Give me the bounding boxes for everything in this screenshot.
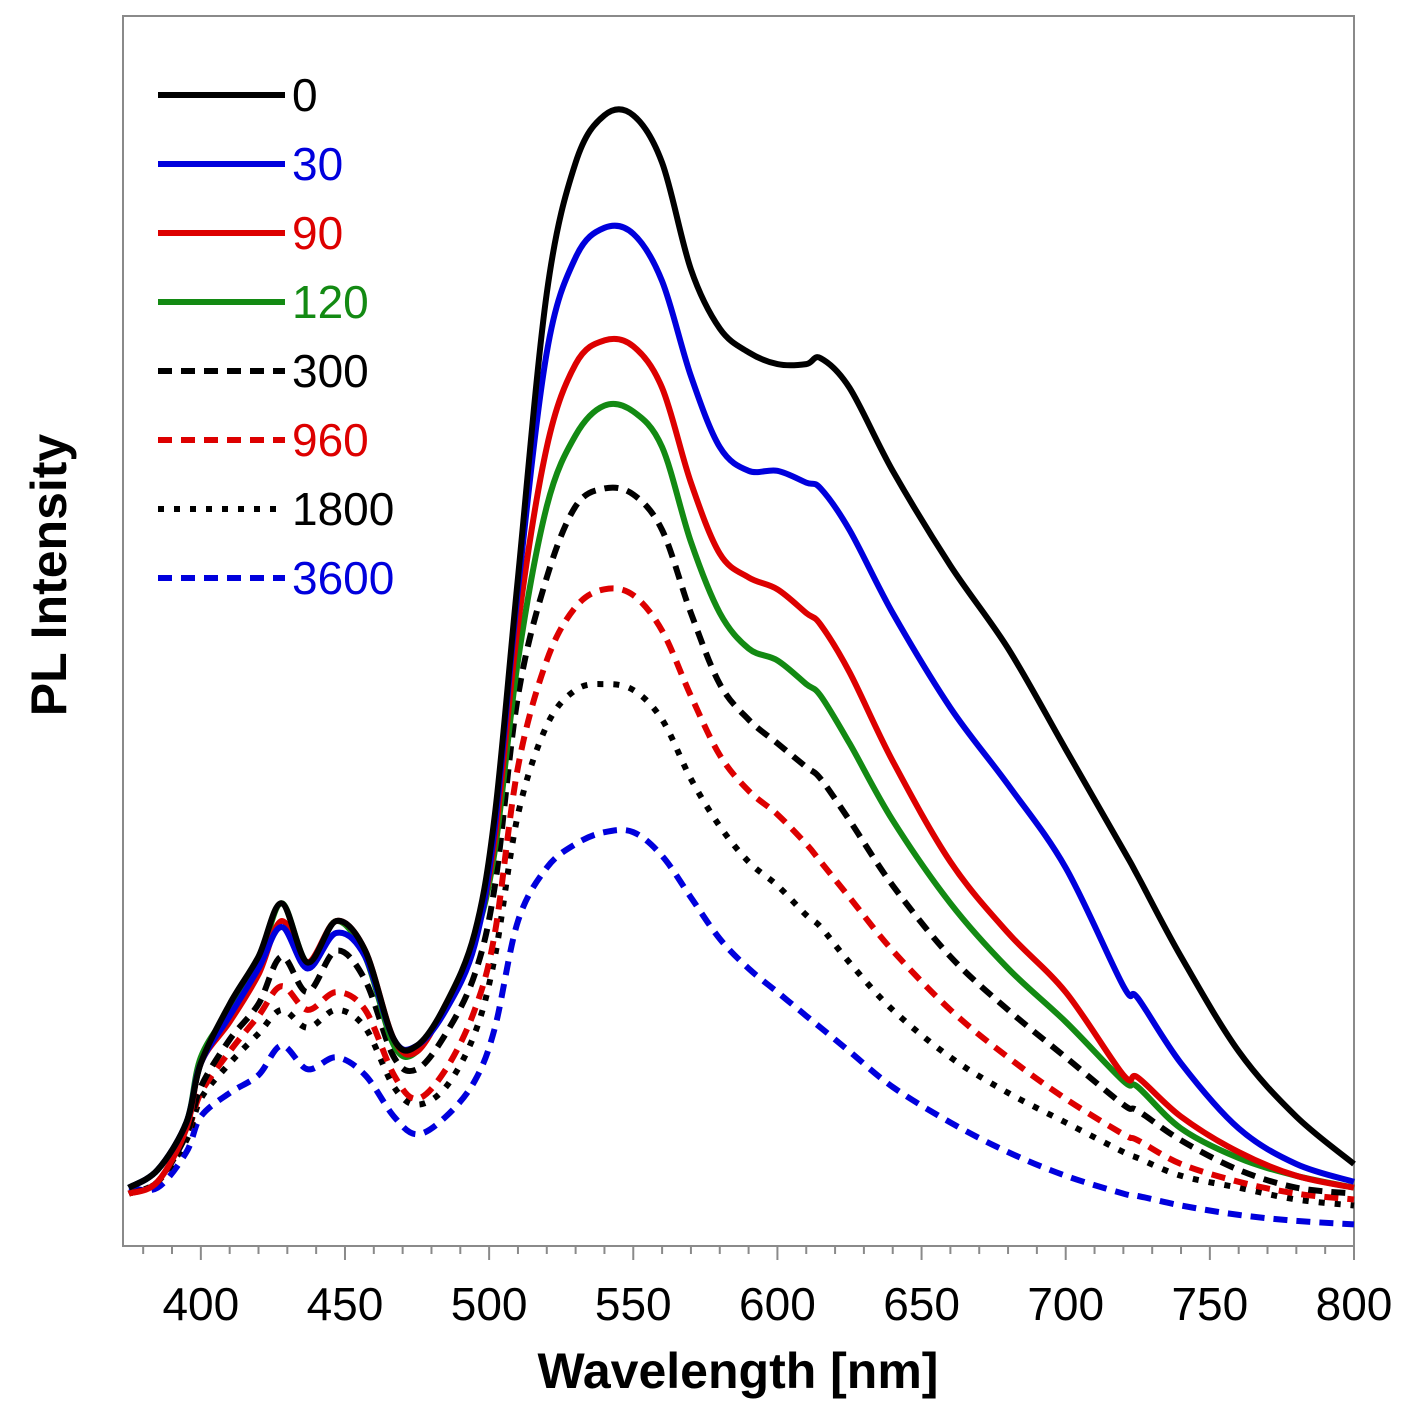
x-tick-label: 400	[162, 1278, 239, 1330]
series-line-30	[127, 222, 1355, 1191]
legend-label-960: 960	[292, 414, 369, 466]
x-tick-label: 700	[1027, 1278, 1104, 1330]
legend-label-1800: 1800	[292, 483, 394, 535]
x-tick-label: 650	[883, 1278, 960, 1330]
legend-label-120: 120	[292, 276, 369, 328]
legend-label-300: 300	[292, 345, 369, 397]
x-axis-title: Wavelength [nm]	[538, 1343, 939, 1399]
x-tick-label: 600	[739, 1278, 816, 1330]
legend-label-3600: 3600	[292, 552, 394, 604]
legend-label-90: 90	[292, 207, 343, 259]
x-minor-ticks	[142, 1246, 1355, 1260]
legend-label-30: 30	[292, 138, 343, 190]
y-axis-title: PL Intensity	[21, 434, 77, 717]
series-line-960	[127, 585, 1355, 1203]
series-lines	[127, 106, 1356, 1228]
series-line-1800	[127, 681, 1355, 1209]
x-tick-labels: 400 450 500 550 600 650 700 750 800	[162, 1278, 1392, 1330]
plot-frame	[122, 15, 1355, 1247]
legend-label-0: 0	[292, 69, 318, 121]
x-tick-label: 550	[595, 1278, 672, 1330]
series-line-3600	[128, 826, 1355, 1228]
x-tick-label: 500	[451, 1278, 528, 1330]
x-tick-label: 750	[1171, 1278, 1248, 1330]
x-tick-label: 800	[1316, 1278, 1393, 1330]
legend: 0 30 90 120 300 960 1800 3600	[158, 69, 394, 604]
x-tick-label: 450	[307, 1278, 384, 1330]
series-line-0	[127, 106, 1356, 1191]
series-line-300	[127, 484, 1355, 1197]
